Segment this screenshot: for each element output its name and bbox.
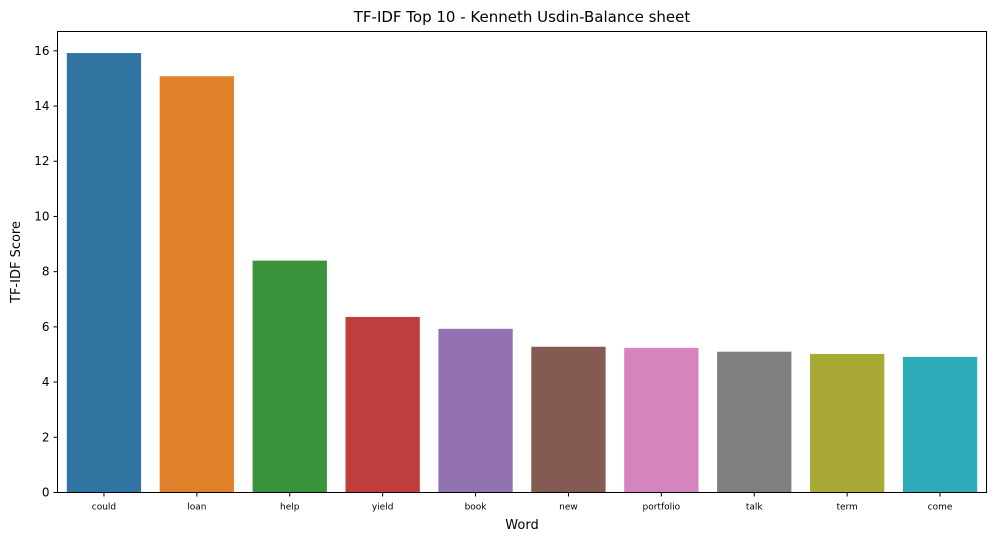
y-tick-label: 4 (42, 375, 50, 389)
bar-come (902, 356, 978, 493)
y-tick-label: 2 (42, 430, 50, 444)
y-tick-label: 14 (34, 99, 49, 113)
bar-portfolio (624, 347, 699, 493)
x-tick-label: could (92, 503, 116, 513)
y-tick-label: 6 (42, 320, 50, 334)
x-tick-label: talk (746, 503, 764, 513)
y-tick-label: 16 (34, 44, 49, 58)
x-tick-label: new (559, 503, 578, 513)
chart-title: TF-IDF Top 10 - Kenneth Usdin-Balance sh… (353, 8, 691, 26)
x-axis-label: Word (505, 518, 538, 533)
x-tick-label: yield (372, 503, 394, 513)
x-tick-label: book (465, 503, 488, 513)
y-tick-label: 0 (42, 486, 50, 500)
x-tick-label: loan (187, 503, 206, 513)
bar-yield (345, 316, 420, 493)
y-axis-label: TF-IDF Score (9, 221, 24, 304)
x-tick-label: portfolio (643, 503, 681, 513)
y-axis-ticks: 0 2 4 6 8 10 12 14 16 (34, 44, 58, 500)
x-tick-label: term (836, 503, 857, 513)
x-tick-label: help (280, 503, 300, 513)
bar-book (438, 328, 513, 493)
x-tick-label: come (928, 503, 953, 513)
bar-help (252, 260, 327, 493)
bar-talk (717, 351, 792, 493)
bars-group (66, 53, 978, 493)
bar-term (809, 353, 885, 493)
y-tick-label: 12 (34, 154, 49, 168)
bar-new (531, 346, 606, 493)
bar-loan (159, 76, 235, 493)
y-tick-label: 10 (34, 209, 49, 223)
x-axis-ticks: could loan help yield book new portfolio talk te… (92, 492, 953, 513)
bar-could (66, 53, 142, 493)
plot-frame (57, 31, 987, 493)
y-tick-label: 8 (42, 265, 50, 279)
